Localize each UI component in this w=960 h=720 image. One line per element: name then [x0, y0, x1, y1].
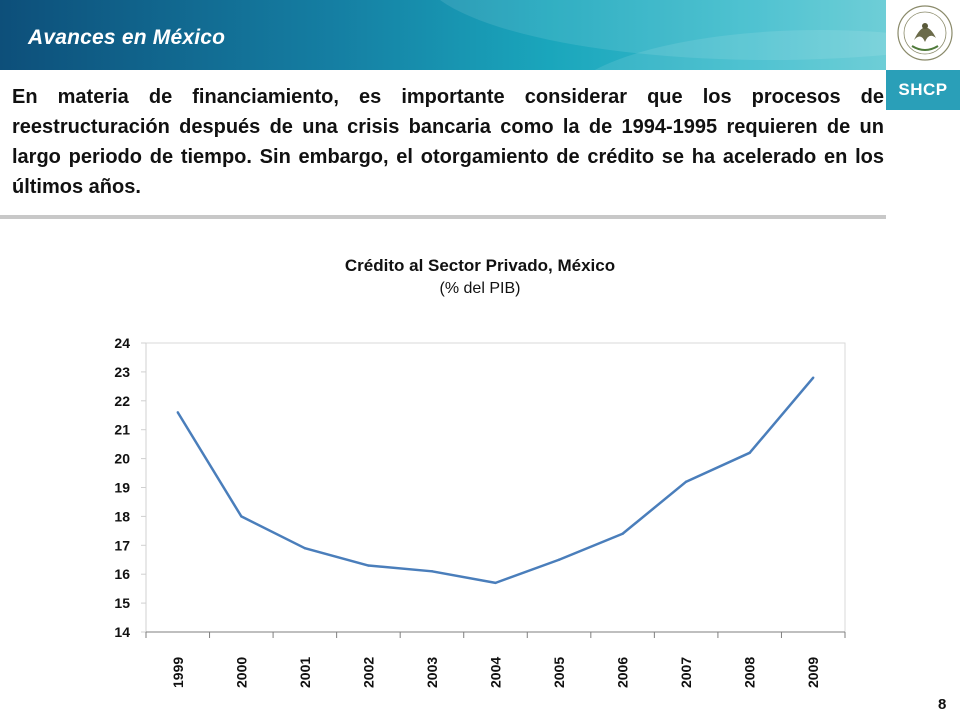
- x-tick-label: 2000: [233, 657, 249, 688]
- x-tick-label: 2007: [678, 657, 694, 688]
- seal-icon: [897, 5, 953, 61]
- x-tick-label: 2001: [297, 657, 313, 688]
- divider: [0, 215, 886, 219]
- data-point: [240, 515, 243, 518]
- shcp-logo: SHCP: [886, 70, 960, 110]
- y-tick-label: 21: [114, 422, 130, 438]
- y-tick-label: 15: [114, 595, 130, 611]
- data-point: [812, 376, 815, 379]
- x-tick-label: 2005: [551, 657, 567, 688]
- intro-paragraph: En materia de financiamiento, es importa…: [12, 86, 884, 198]
- data-point: [557, 558, 561, 561]
- data-point: [621, 532, 624, 535]
- page-number: 8: [938, 696, 947, 713]
- y-tick-label: 16: [114, 566, 130, 582]
- data-point: [494, 581, 497, 585]
- y-tick-label: 24: [114, 335, 130, 351]
- y-tick-label: 19: [114, 480, 130, 496]
- series-line: [176, 376, 815, 585]
- x-tick-label: 1999: [170, 657, 186, 688]
- x-tick-label: 2004: [488, 657, 504, 688]
- x-tick-label: 2008: [742, 657, 758, 688]
- y-tick-label: 23: [114, 364, 130, 380]
- chart-title: Crédito al Sector Privado, México: [344, 256, 616, 275]
- y-tick-label: 18: [114, 508, 130, 524]
- data-point: [367, 564, 370, 567]
- page-title: Avances en México: [28, 26, 226, 49]
- chart-subtitle: (% del PIB): [439, 280, 521, 297]
- data-point: [748, 451, 751, 455]
- x-tick-label: 2006: [615, 657, 631, 688]
- header-band: Avances en México: [0, 0, 886, 70]
- data-point: [430, 570, 434, 573]
- y-tick-label: 14: [114, 624, 130, 640]
- x-tick-label: 2003: [424, 657, 440, 688]
- data-point: [303, 546, 307, 550]
- y-tick-label: 20: [114, 451, 130, 467]
- y-tick-label: 17: [114, 537, 130, 553]
- y-tick-label: 22: [114, 393, 130, 409]
- data-point: [684, 480, 688, 483]
- x-tick-label: 2002: [360, 657, 376, 688]
- x-tick-label: 2009: [805, 657, 821, 688]
- data-point: [176, 411, 179, 414]
- plot-area: [145, 342, 846, 633]
